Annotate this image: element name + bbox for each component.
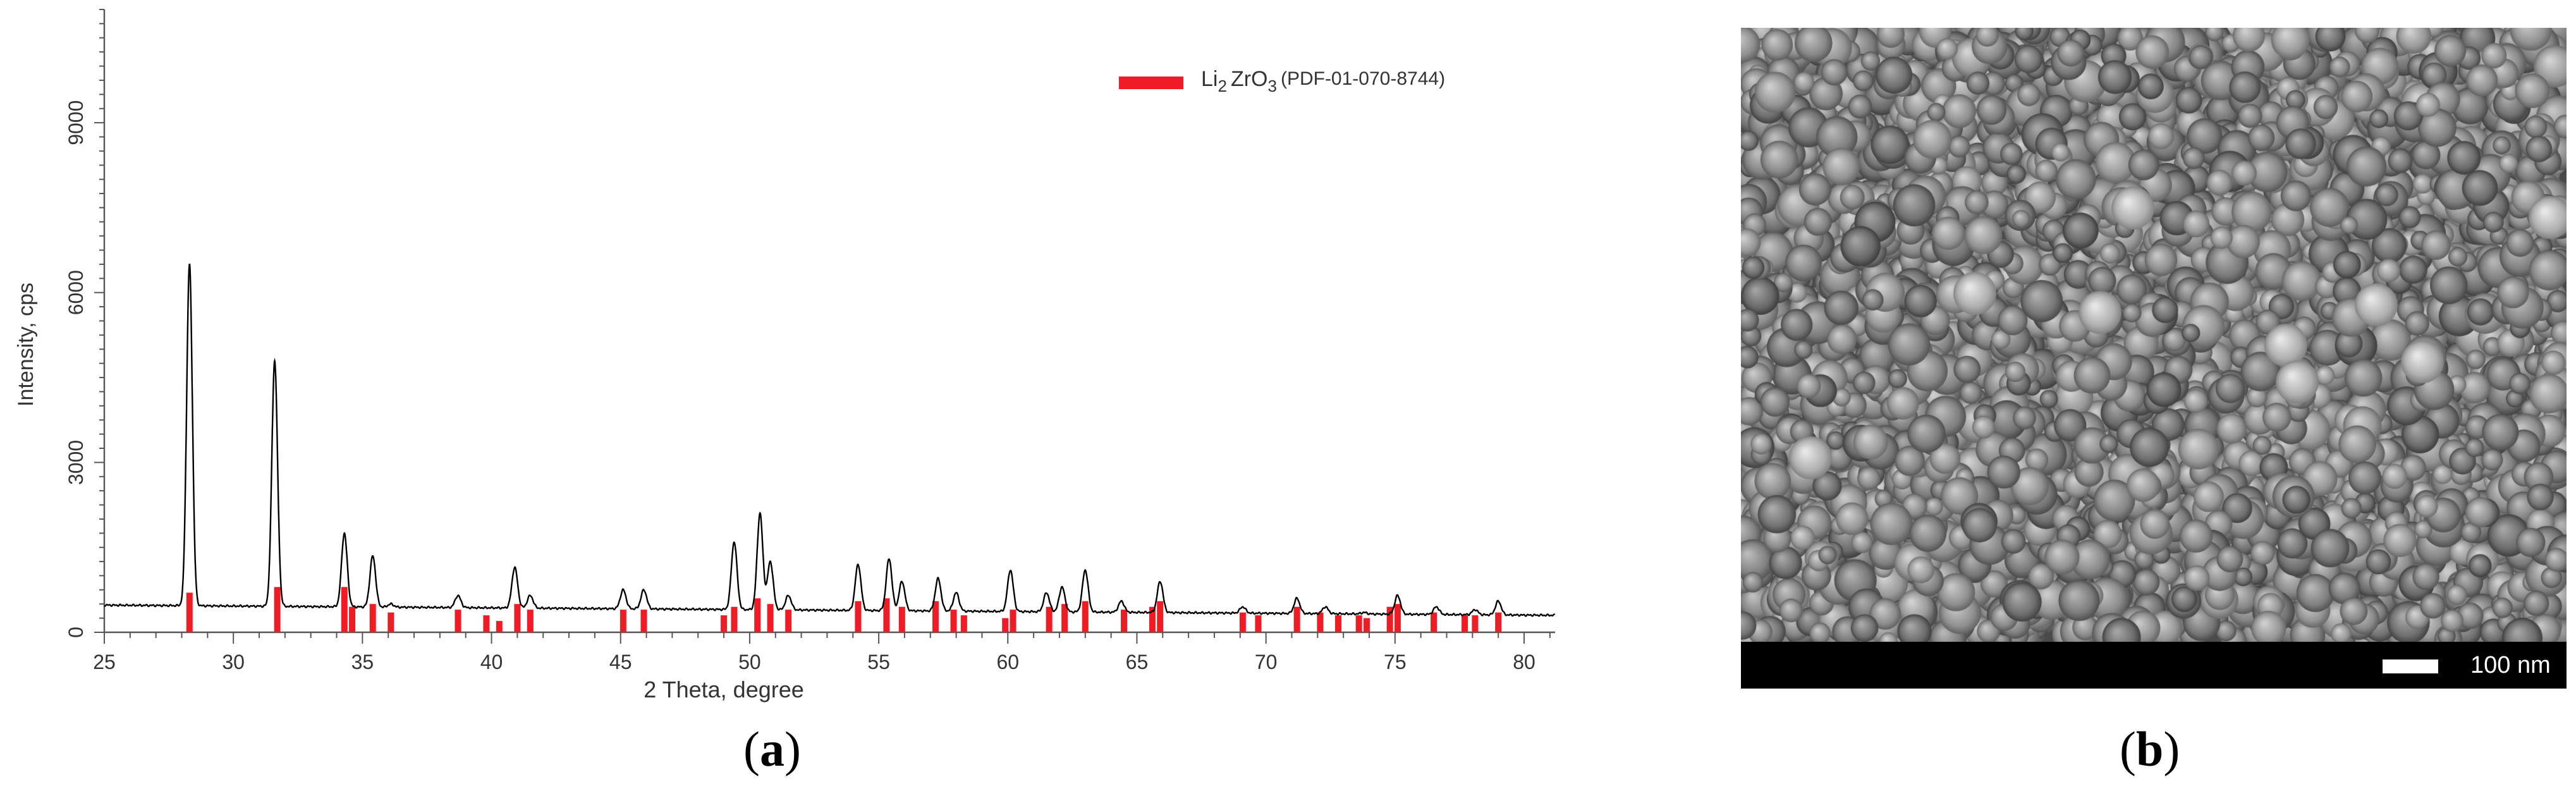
y-axis-title: Intensity, cps: [14, 283, 38, 407]
reference-line: [1255, 615, 1262, 632]
reference-line: [1293, 606, 1300, 632]
reference-line: [898, 606, 905, 632]
reference-line: [767, 604, 774, 632]
sem-info-bar: 100 nm: [1741, 642, 2567, 689]
reference-line: [1046, 606, 1053, 632]
x-tick-label: 70: [1255, 651, 1278, 673]
reference-line: [455, 610, 461, 632]
reference-line: [1495, 612, 1502, 632]
reference-line: [1363, 618, 1370, 632]
y-tick-label: 9000: [64, 100, 87, 145]
x-tick-label: 80: [1513, 651, 1535, 673]
xrd-pattern-curve: [104, 263, 1556, 617]
reference-line: [1157, 601, 1164, 632]
sem-micrograph-image: [1741, 28, 2567, 642]
reference-line: [785, 610, 792, 632]
reference-line: [1061, 604, 1068, 632]
y-tick-label: 3000: [64, 440, 87, 485]
x-tick-label: 60: [996, 651, 1019, 673]
reference-line: [1239, 612, 1246, 632]
y-tick-label: 0: [64, 627, 87, 638]
reference-line: [950, 610, 957, 632]
xrd-chart: 25 30 35 40 45 50 55 60 65 70 75 80 0 3000 6000 9000 Li…: [14, 9, 1556, 702]
x-tick-label: 65: [1126, 651, 1149, 673]
reference-line: [1317, 612, 1324, 632]
y-tick-label: 6000: [64, 270, 87, 315]
reference-line: [527, 610, 534, 632]
reference-line: [496, 621, 503, 632]
panel-label-b: (b): [2120, 721, 2180, 776]
reference-line: [388, 612, 394, 632]
reference-line: [1394, 604, 1401, 632]
x-axis-title: 2 Theta, degree: [644, 677, 804, 702]
reference-line: [731, 606, 738, 632]
reference-line: [1472, 615, 1479, 632]
x-tick-label: 45: [609, 651, 632, 673]
legend-swatch: [1119, 77, 1183, 89]
reference-line: [1149, 606, 1156, 632]
scale-bar: [2383, 659, 2438, 673]
x-tick-label: 25: [93, 651, 116, 673]
x-tick-label: 50: [738, 651, 761, 673]
reference-line: [369, 604, 376, 632]
reference-line: [341, 587, 348, 632]
reference-line: [883, 598, 890, 632]
reference-line: [620, 610, 626, 632]
reference-line: [754, 598, 761, 632]
reference-line: [1082, 601, 1089, 632]
reference-line: [721, 615, 728, 632]
scale-bar-label: 100 nm: [2470, 652, 2551, 678]
panel-label-a: (a): [743, 721, 801, 776]
sem-micrograph-panel: 100 nm: [1741, 28, 2567, 689]
reference-line: [514, 604, 521, 632]
reference-line: [1462, 615, 1468, 632]
reference-line: [1010, 610, 1016, 632]
x-tick-label: 55: [867, 651, 890, 673]
reference-line: [186, 592, 193, 632]
reference-line: [640, 610, 647, 632]
x-tick-label: 75: [1384, 651, 1407, 673]
reference-line: [1334, 615, 1341, 632]
reference-line: [1431, 612, 1438, 632]
reference-line: [349, 606, 356, 632]
reference-line: [1355, 615, 1362, 632]
legend: Li2 ZrO3 (PDF-01-070-8744): [1119, 67, 1445, 95]
x-tick-label: 35: [351, 651, 374, 673]
reference-line: [1002, 618, 1009, 632]
reference-line: [274, 587, 281, 632]
legend-label: Li2 ZrO3 (PDF-01-070-8744): [1201, 67, 1445, 95]
x-tick-label: 40: [480, 651, 503, 673]
reference-line: [960, 615, 967, 632]
reference-line: [483, 615, 490, 632]
reference-line: [855, 601, 862, 632]
reference-line: [1121, 610, 1128, 632]
reference-line: [1386, 606, 1393, 632]
x-tick-label: 30: [222, 651, 245, 673]
reference-line: [932, 601, 939, 632]
